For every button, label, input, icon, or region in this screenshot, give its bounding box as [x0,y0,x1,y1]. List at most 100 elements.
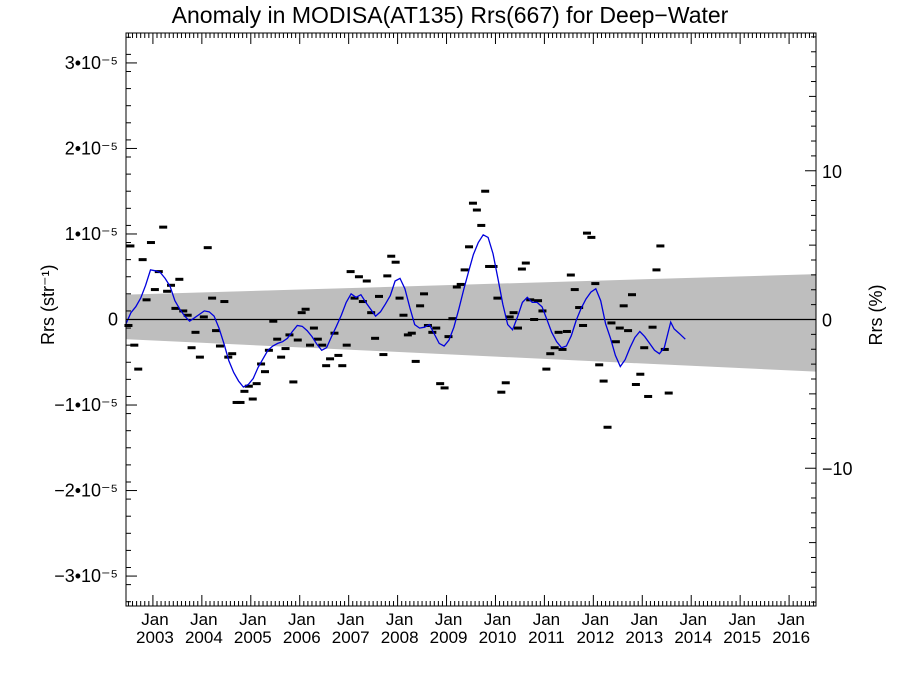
anomaly-marker [195,355,204,359]
anomaly-marker [399,313,408,317]
anomaly-marker [530,318,539,321]
anomaly-marker [444,335,453,339]
x-tick-year-label: 2012 [576,628,614,647]
anomaly-marker [615,326,624,330]
anomaly-marker [456,282,465,286]
y-tick-label: −2•10⁻⁵ [54,481,118,501]
anomaly-marker [130,343,139,347]
anomaly-marker [171,306,180,310]
anomaly-marker [358,300,367,304]
anomaly-marker [587,235,596,239]
x-tick-month-label: Jan [435,610,462,629]
anomaly-marker [452,285,461,289]
x-tick-year-label: 2006 [283,628,321,647]
x-axis: Jan2003Jan2004Jan2005Jan2006Jan2007Jan20… [127,33,815,647]
anomaly-marker [236,400,245,404]
right-tick-label: 10 [822,162,842,182]
anomaly-marker [432,326,441,330]
anomaly-marker [505,315,514,319]
anomaly-marker [477,223,486,227]
x-tick-year-label: 2008 [381,628,419,647]
anomaly-marker [448,317,457,321]
anomaly-marker [420,292,429,296]
anomaly-marker [562,329,571,333]
anomaly-marker [481,189,490,193]
anomaly-marker [191,330,200,334]
anomaly-marker [582,231,591,235]
anomaly-marker [309,326,318,330]
anomaly-marker [648,325,657,329]
anomaly-marker [142,298,151,302]
x-tick-year-label: 2011 [528,628,565,647]
anomaly-marker [146,241,155,245]
x-tick-year-label: 2013 [625,628,663,647]
anomaly-marker [513,326,522,330]
chart-title: Anomaly in MODISA(AT135) Rrs(667) for De… [171,2,729,28]
x-tick-month-label: Jan [337,610,364,629]
x-tick-year-label: 2010 [479,628,517,647]
anomaly-marker [628,293,636,297]
x-tick-month-label: Jan [533,610,560,629]
anomaly-marker [403,333,412,337]
anomaly-marker [436,382,445,386]
anomaly-marker [297,311,306,315]
anomaly-marker [138,258,147,262]
anomaly-marker [595,363,604,367]
anomaly-marker [407,331,416,335]
anomaly-marker [334,353,343,357]
anomaly-marker [550,346,559,350]
anomaly-marker [326,357,335,361]
anomaly-marker [656,244,665,248]
anomaly-marker [558,347,567,351]
anomaly-marker [306,343,314,347]
anomaly-marker [220,300,229,304]
anomaly-marker [591,282,600,286]
anomaly-marker [124,323,133,327]
x-tick-month-label: Jan [631,610,658,629]
anomaly-marker [379,353,388,357]
anomaly-marker [187,346,196,350]
anomaly-marker [134,367,143,371]
anomaly-marker [534,299,543,303]
x-tick-month-label: Jan [484,610,511,629]
x-tick-month-label: Jan [777,610,804,629]
anomaly-marker [493,296,502,300]
anomaly-marker [411,359,420,363]
anomaly-marker [367,311,376,315]
anomaly-marker [575,306,584,310]
anomaly-marker [640,346,649,350]
anomaly-marker [354,275,363,279]
x-tick-month-label: Jan [680,610,707,629]
y-tick-label: −1•10⁻⁵ [54,395,118,415]
anomaly-marker [338,364,347,368]
anomaly-marker [416,304,425,308]
anomaly-marker [159,225,168,229]
anomaly-marker [228,352,237,356]
anomaly-marker [660,347,669,351]
anomaly-marker [126,244,135,248]
anomaly-marker [440,386,449,390]
anomaly-marker [603,425,612,429]
anomaly-marker [611,340,620,344]
x-tick-year-label: 2015 [723,628,761,647]
anomaly-marker [313,337,322,341]
anomaly-marker [465,245,474,249]
anomaly-marker [428,330,437,334]
anomaly-marker [203,246,212,250]
x-tick-year-label: 2016 [772,628,810,647]
anomaly-marker [664,391,673,395]
anomaly-marker [350,296,359,300]
anomaly-marker [252,382,261,386]
anomaly-marker [489,264,498,268]
anomaly-marker [521,261,530,265]
y-tick-label: 3•10⁻⁵ [65,53,118,73]
anomaly-marker [546,352,555,356]
anomaly-marker [167,283,176,287]
x-tick-year-label: 2004 [185,628,223,647]
anomaly-marker [599,379,608,383]
anomaly-marker [460,268,469,272]
anomaly-marker [497,390,506,394]
right-tick-label: −10 [822,459,853,479]
anomaly-marker [624,329,633,333]
